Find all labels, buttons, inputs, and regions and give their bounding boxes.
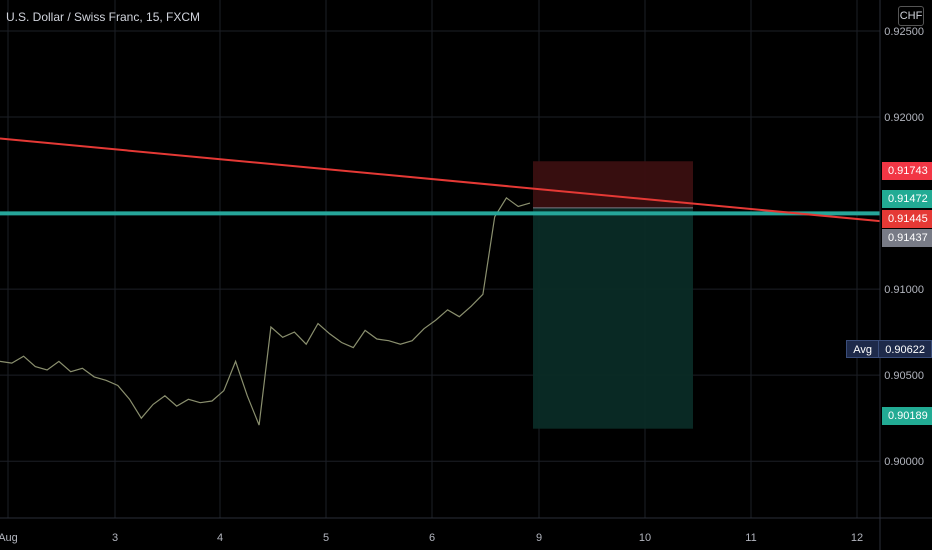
x-tick-label: Aug <box>0 532 18 544</box>
drawing-lines[interactable] <box>0 137 881 223</box>
y-tick-label: 0.92000 <box>884 112 924 124</box>
symbol-title: U.S. Dollar / Swiss Franc, 15, FXCM <box>6 10 201 24</box>
current-price-label: 0.91437 <box>882 229 932 247</box>
y-tick-label: 0.91000 <box>884 284 924 296</box>
trendline-price-label: 0.91445 <box>882 210 932 228</box>
y-tick-label: 0.90000 <box>884 456 924 468</box>
price-line <box>0 197 531 426</box>
avg-value: 0.90622 <box>879 340 932 358</box>
x-tick-label: 3 <box>112 532 118 544</box>
avg-label: Avg 0.90622 <box>846 340 932 358</box>
price-series <box>0 197 531 426</box>
x-tick-label: 4 <box>217 532 223 544</box>
x-tick-label: 11 <box>745 532 756 544</box>
x-tick-label: 9 <box>536 532 542 544</box>
take-profit-zone <box>533 207 693 429</box>
x-tick-label: 12 <box>851 532 863 544</box>
x-tick-label: 10 <box>639 532 651 544</box>
stop-price-label: 0.91743 <box>882 162 932 180</box>
entry-price-label: 0.91472 <box>882 190 932 208</box>
x-tick-label: 5 <box>323 532 329 544</box>
avg-key: Avg <box>846 340 879 358</box>
target-price-label: 0.90189 <box>882 407 932 425</box>
currency-button[interactable]: CHF <box>898 6 924 26</box>
position-zones <box>533 161 693 429</box>
x-tick-label: 6 <box>429 532 435 544</box>
y-tick-label: 0.92500 <box>884 26 924 38</box>
trendline <box>0 137 881 223</box>
y-tick-label: 0.90500 <box>884 370 924 382</box>
